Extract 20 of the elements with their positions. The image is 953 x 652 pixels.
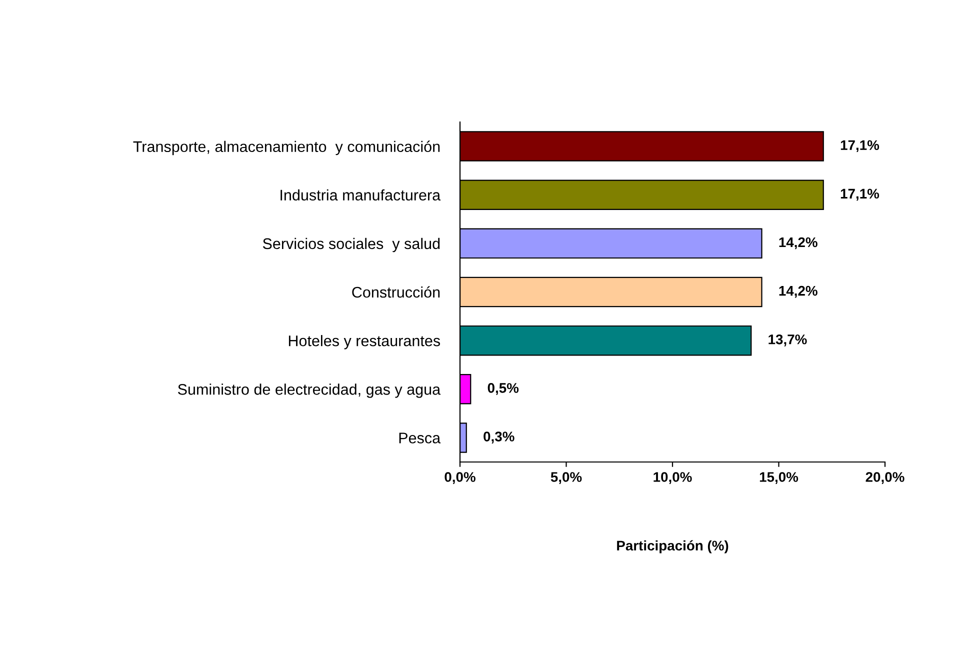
y-tick-label: Pesca [399,432,441,444]
data-label: 14,2% [779,286,818,298]
y-tick-label: Construcción [352,286,440,298]
y-tick-label: Hoteles y restaurantes [288,335,440,350]
data-label: 13,7% [768,334,807,346]
y-tick-label: Transporte, almacenamiento y comunicación [133,140,440,156]
data-label: 0,3% [484,432,514,444]
x-tick-label: 5,0% [550,472,582,484]
x-tick-label: 20,0% [866,472,904,484]
x-tick-label: 10,0% [654,472,692,484]
y-tick-label: Suministro de electrecidad, gas y agua [178,384,441,398]
data-label: 0,5% [488,383,519,395]
x-tick-label: 15,0% [760,472,798,484]
data-label: 14,2% [779,237,818,250]
y-tick-label: Industria manufacturera [280,189,441,201]
data-label: 17,1% [840,188,880,201]
y-tick-label: Servicios sociales y salud [262,238,440,252]
data-label: 17,1% [840,140,880,152]
x-tick-label: 0,0% [444,472,476,484]
x-axis-title: Participación (%) [617,540,728,554]
